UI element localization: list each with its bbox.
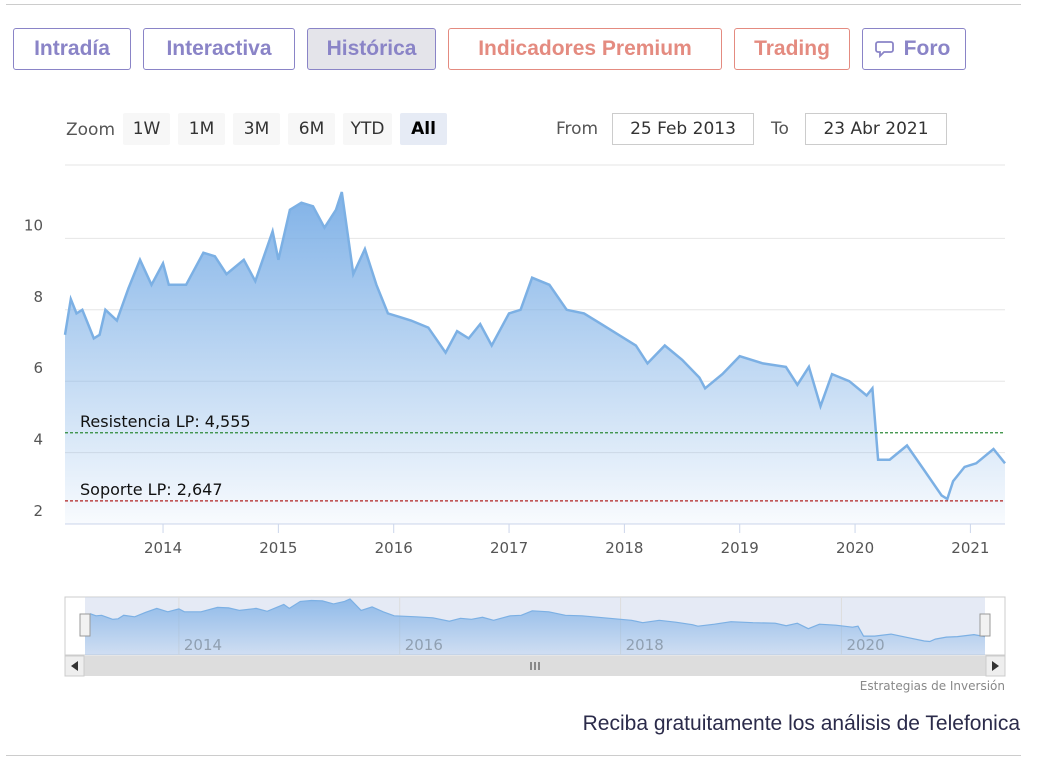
x-tick-label: 2021 (951, 539, 989, 557)
navigator-area (85, 599, 985, 655)
y-tick-label: 10 (24, 216, 43, 234)
x-tick-label: 2019 (721, 539, 759, 557)
tab[interactable]: Interactiva (143, 28, 295, 70)
zoom-button[interactable]: 1W (123, 113, 170, 145)
zoom-label: Zoom (66, 120, 116, 140)
y-tick-label: 6 (33, 359, 43, 377)
x-tick-label: 2020 (836, 539, 874, 557)
navigator-line (84, 598, 986, 643)
to-input[interactable]: 23 Abr 2021 (805, 113, 947, 145)
area (65, 192, 1005, 524)
from-label: From (556, 119, 599, 139)
x-tick-label: 2014 (144, 539, 182, 557)
handle-left[interactable] (79, 613, 91, 637)
arrow-right (992, 661, 999, 671)
x-tick-label: 2017 (490, 539, 528, 557)
x-tick-label: 2015 (259, 539, 297, 557)
handle-right[interactable] (979, 613, 991, 637)
tab[interactable]: Intradía (13, 28, 131, 70)
bottom-rule (6, 755, 1021, 756)
plot-line-label: Soporte LP: 2,647 (80, 480, 223, 499)
tab-active[interactable]: Histórica (307, 28, 436, 70)
arrow-left (71, 661, 78, 671)
plot-line-label: Resistencia LP: 4,555 (80, 412, 251, 431)
to-label: To (771, 119, 789, 139)
tab[interactable]: Trading (734, 28, 850, 70)
zoom-button[interactable]: 1M (178, 113, 225, 145)
x-tick-label: 2016 (375, 539, 413, 557)
y-tick-label: 2 (33, 502, 43, 520)
chart: 2014201620182020 24681020142015201620172… (24, 164, 1006, 677)
footer-link[interactable]: Reciba gratuitamente los análisis de Tel… (582, 712, 1020, 735)
credit: Estrategias de Inversión (859, 679, 1005, 693)
zoom-button[interactable]: 3M (233, 113, 280, 145)
tab[interactable]: Indicadores Premium (448, 28, 722, 70)
zoom-button[interactable]: 6M (288, 113, 335, 145)
x-tick-label: 2018 (605, 539, 643, 557)
chat-icon (875, 41, 894, 59)
y-tick-label: 4 (33, 431, 43, 449)
scroll-grip (530, 662, 540, 670)
top-rule (6, 4, 1021, 5)
price-line (63, 191, 1006, 501)
zoom-button-active[interactable]: All (400, 113, 447, 145)
tab-label: Foro (903, 37, 951, 60)
y-tick-label: 8 (33, 288, 43, 306)
tab[interactable]: Foro (862, 28, 966, 70)
from-input[interactable]: 25 Feb 2013 (612, 113, 754, 145)
zoom-button[interactable]: YTD (343, 113, 392, 145)
